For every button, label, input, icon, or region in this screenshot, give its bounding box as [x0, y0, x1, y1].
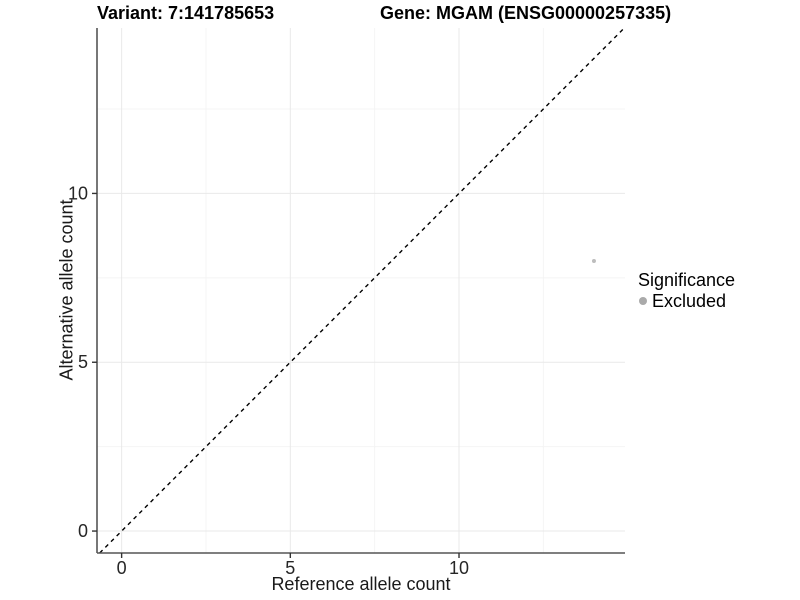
plot-title-gene: Gene: MGAM (ENSG00000257335) — [380, 3, 672, 23]
legend-title: Significance — [638, 270, 736, 290]
y-tick-label: 5 — [78, 352, 88, 372]
identity-line — [99, 27, 625, 554]
data-point — [591, 258, 596, 263]
x-axis-title: Reference allele count — [271, 574, 451, 594]
x-tick-label: 5 — [285, 558, 295, 578]
legend-key-dot — [639, 297, 647, 305]
y-tick-label: 10 — [68, 183, 88, 203]
y-tick-label: 0 — [78, 521, 88, 541]
legend-item-excluded: Excluded — [638, 291, 735, 311]
x-tick-label: 10 — [449, 558, 469, 578]
y-axis-title: Alternative allele count — [56, 199, 77, 381]
x-tick-label: 0 — [117, 558, 127, 578]
legend-item-label: Excluded — [652, 291, 727, 311]
legend: Significance Excluded — [638, 269, 735, 311]
plot-title-variant: Variant: 7:141785653 — [97, 3, 275, 23]
